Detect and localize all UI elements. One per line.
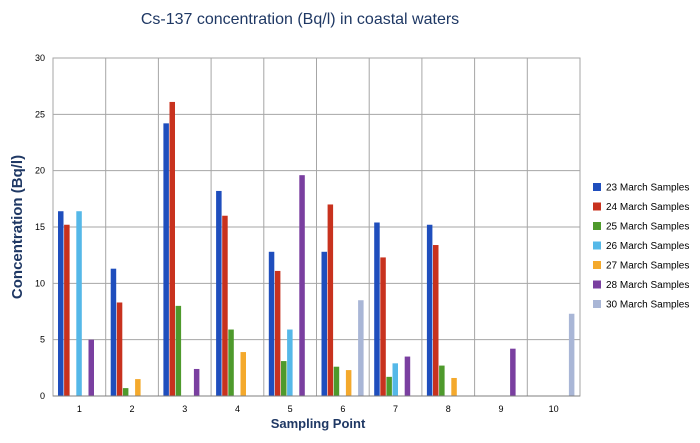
bar	[193, 368, 200, 396]
bar	[58, 211, 64, 396]
bar	[426, 224, 433, 396]
x-tick-label: 5	[288, 404, 293, 414]
x-tick-label: 9	[498, 404, 503, 414]
bar	[327, 204, 334, 396]
legend-swatch	[593, 183, 601, 191]
y-tick-label: 20	[35, 166, 45, 176]
y-tick-label: 15	[35, 222, 45, 232]
bar	[333, 366, 340, 396]
legend-swatch	[593, 261, 601, 269]
bar	[110, 268, 117, 396]
legend-label: 26 March Samples	[606, 241, 689, 252]
y-axis-title: Concentration (Bq/l)	[9, 155, 26, 299]
y-tick-label: 0	[40, 391, 45, 401]
x-tick-label: 3	[182, 404, 187, 414]
legend-label: 24 March Samples	[606, 202, 689, 213]
bar	[169, 101, 175, 396]
x-tick-label: 6	[340, 404, 345, 414]
bar	[439, 365, 445, 396]
bar	[568, 313, 575, 396]
bar	[451, 377, 457, 396]
bar	[216, 190, 222, 396]
bar	[116, 302, 123, 396]
bar	[287, 329, 293, 396]
bar	[175, 305, 182, 396]
bar	[299, 175, 305, 396]
legend-swatch	[593, 241, 601, 250]
bar	[281, 361, 287, 396]
bar	[268, 251, 275, 396]
legend-swatch	[593, 300, 601, 308]
plot-area: 0 5 10 15 20 25 30 1 2 3 4 5 6 7 8 9 10	[35, 53, 581, 414]
legend-label: 25 March Samples	[606, 222, 689, 233]
x-axis-title: Sampling Point	[271, 416, 366, 431]
bar	[358, 300, 364, 396]
bar	[135, 379, 141, 396]
legend-label: 28 March Samples	[606, 280, 689, 291]
bar	[64, 224, 70, 396]
bar	[222, 215, 228, 396]
bar	[380, 257, 386, 396]
y-tick-label: 5	[40, 335, 45, 345]
chart-title: Cs-137 concentration (Bq/l) in coastal w…	[141, 11, 459, 28]
bar	[433, 245, 439, 396]
bar	[76, 211, 82, 396]
legend-swatch	[593, 222, 601, 230]
bar	[274, 270, 281, 396]
bar	[374, 222, 380, 396]
bar	[88, 339, 94, 396]
bar	[228, 329, 234, 396]
bar	[510, 348, 516, 396]
y-tick-label: 25	[35, 109, 45, 119]
legend-swatch	[593, 280, 601, 289]
x-tick-label: 4	[235, 404, 240, 414]
x-tick-label: 2	[130, 404, 135, 414]
x-tick-label: 8	[446, 404, 451, 414]
bar	[345, 370, 352, 396]
y-tick-label: 10	[35, 278, 45, 288]
bar	[163, 123, 169, 396]
y-tick-label: 30	[35, 53, 45, 63]
legend-label: 23 March Samples	[606, 183, 689, 194]
x-tick-label: 1	[77, 404, 82, 414]
legend-label: 27 March Samples	[606, 261, 689, 272]
legend: 23 March Samples 24 March Samples 25 March…	[593, 183, 689, 311]
legend-swatch	[593, 202, 601, 211]
x-tick-label: 7	[393, 404, 398, 414]
legend-label: 30 March Samples	[606, 300, 689, 311]
x-tick-label: 10	[549, 404, 559, 414]
bar	[321, 251, 327, 396]
bar	[386, 376, 392, 396]
bar	[392, 363, 398, 396]
bar	[240, 352, 246, 396]
bar	[404, 356, 411, 396]
bar	[122, 388, 129, 396]
